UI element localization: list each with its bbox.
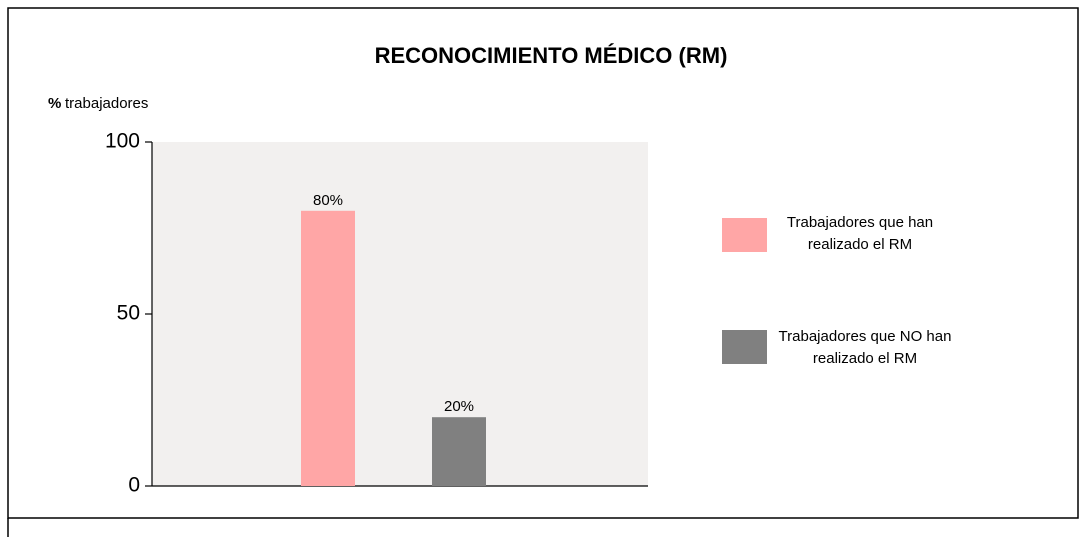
frame: [7, 7, 1079, 519]
value-label: 80%: [313, 192, 343, 209]
y-label: trabajadores: [65, 95, 148, 112]
y-tick-label: 50: [117, 302, 140, 325]
legend-swatch: [722, 330, 767, 364]
plot-area: [152, 142, 648, 486]
bar: [301, 210, 355, 487]
legend-label: Trabajadores que NO han realizado el RM: [778, 328, 952, 367]
chart-title: RECONOCIMIENTO MÉDICO (RM): [375, 43, 728, 68]
legend-swatch: [722, 218, 767, 252]
bar: [432, 417, 486, 486]
y-tick-label: 0: [128, 474, 140, 497]
y-tick-label: 100: [105, 130, 140, 153]
y-label-unit: %: [48, 95, 61, 112]
legend-label: Trabajadores que han realizado el RM: [786, 214, 934, 253]
value-label: 20%: [444, 398, 474, 415]
